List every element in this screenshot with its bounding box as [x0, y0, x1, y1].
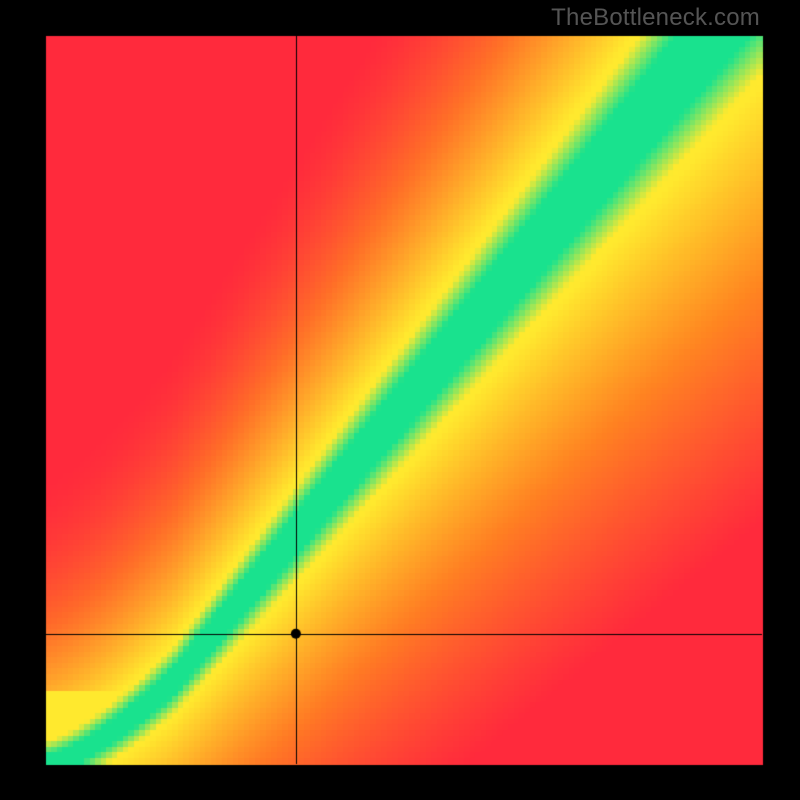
watermark-text: TheBottleneck.com — [551, 4, 760, 32]
chart-container: TheBottleneck.com — [0, 0, 800, 800]
heatmap-canvas — [0, 0, 800, 800]
